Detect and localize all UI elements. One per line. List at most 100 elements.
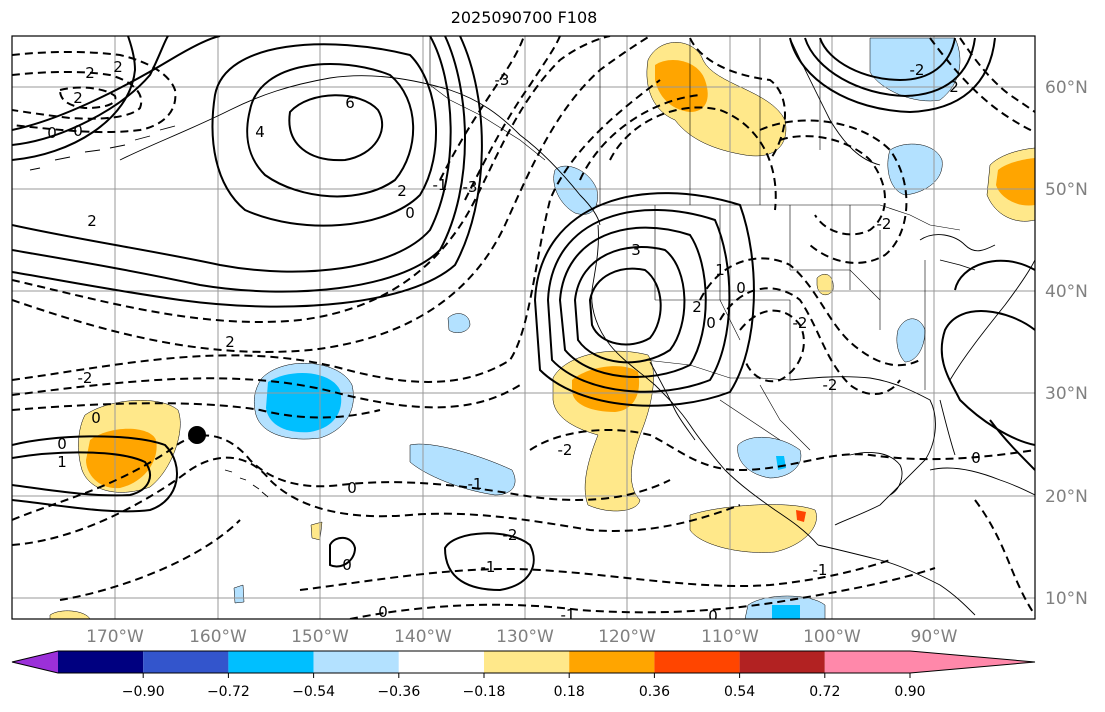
coastline-baja <box>649 361 696 441</box>
contour-solid <box>443 532 535 592</box>
anomaly-negative-fill <box>447 313 471 333</box>
colorbar-ticks <box>142 673 911 678</box>
anomaly-positive-fill <box>49 610 91 619</box>
lon-tick-label: 120°W <box>598 627 656 647</box>
contour-solid <box>211 43 437 227</box>
contour-label: 2 <box>949 78 959 96</box>
contour-label: -2 <box>78 369 93 387</box>
contour-dashed <box>12 36 611 323</box>
contour-label: 2 <box>73 89 83 107</box>
anomaly-positive-fill <box>796 510 806 522</box>
colorbar-outline <box>11 650 1036 674</box>
contour-solid <box>989 419 1035 471</box>
contour-dashed <box>779 135 886 236</box>
contour-label: 0 <box>971 449 981 467</box>
latitude-labels: 60°N 50°N 40°N 30°N 20°N 10°N <box>1045 78 1088 609</box>
lon-tick-label: 150°W <box>291 627 349 647</box>
colorbar-tick-label: 0.54 <box>724 684 755 700</box>
border-us-canada <box>596 204 961 231</box>
contour-solid <box>954 259 1035 291</box>
coastline-aleutians <box>29 125 176 171</box>
border-mexico-states <box>719 384 811 451</box>
lat-tick-label: 30°N <box>1045 384 1088 404</box>
coastline-florida <box>939 399 956 456</box>
contour-dashed <box>12 70 143 120</box>
lon-tick-label: 140°W <box>394 627 452 647</box>
anomaly-negative-fill <box>233 584 245 604</box>
contour-solid <box>558 226 707 378</box>
contour-label: -1 <box>813 561 828 579</box>
contour-label: 0 <box>347 479 357 497</box>
colorbar-extend-min <box>12 651 58 673</box>
contour-labels: 2 2 2 0 0 2 2 -2 -2 0 0 1 6 4 2 0 -1 -3 … <box>47 58 981 625</box>
contour-solid <box>12 36 483 308</box>
colorbar-tick-label: 0.18 <box>554 684 585 700</box>
contour-solid <box>12 451 151 497</box>
colorbar-segment <box>313 651 399 673</box>
border-canada-provinces <box>599 38 821 205</box>
contour-solid <box>246 63 415 198</box>
coastline-hawaii <box>224 469 269 498</box>
contour-dashed <box>59 519 891 601</box>
contour-label: 2 <box>85 64 95 82</box>
contour-label: 2 <box>113 58 123 76</box>
colorbar-tick-label: −0.72 <box>207 684 250 700</box>
lat-tick-label: 40°N <box>1045 282 1088 302</box>
contour-dashed <box>689 37 786 161</box>
lat-tick-label: 10°N <box>1045 589 1088 609</box>
lon-tick-label: 110°W <box>701 627 759 647</box>
contour-label: 0 <box>706 314 716 332</box>
contour-solid <box>12 36 466 293</box>
contour-dashed <box>12 377 521 409</box>
contour-label: 0 <box>91 409 101 427</box>
anomaly-positive-fill <box>816 274 834 296</box>
lon-tick-label: 100°W <box>803 627 861 647</box>
contour-dashed <box>12 79 661 383</box>
colorbar-segment <box>569 651 655 673</box>
contour-dashed <box>699 257 921 367</box>
colorbar-segment <box>58 651 144 673</box>
contour-solid <box>573 246 686 364</box>
contour-solid <box>533 192 755 407</box>
location-marker <box>188 426 206 444</box>
contour-label: -2 <box>793 314 808 332</box>
contour-solid <box>940 310 1035 446</box>
lon-tick-label: 160°W <box>189 627 247 647</box>
coastline-yucatan <box>849 452 903 496</box>
colorbar-labels: −0.90 −0.72 −0.54 −0.36 −0.18 0.18 0.36 … <box>122 684 926 700</box>
lat-tick-label: 60°N <box>1045 78 1088 98</box>
colorbar-segment <box>654 651 740 673</box>
political-borders <box>429 38 961 451</box>
contour-label: -2 <box>558 441 573 459</box>
contour-label: 0 <box>708 607 718 625</box>
contour-label: 0 <box>342 556 352 574</box>
coastline-central-america <box>817 544 976 616</box>
anomaly-positive-fill <box>655 60 708 112</box>
contour-label: -2 <box>910 61 925 79</box>
map-frame <box>11 35 1036 620</box>
contour-dashed <box>12 36 651 353</box>
contour-label: -2 <box>503 526 518 544</box>
contour-label: 0 <box>736 279 746 297</box>
border-alaska-canada <box>429 38 546 161</box>
contour-solid <box>804 37 976 98</box>
contour-label: 2 <box>87 212 97 230</box>
contour-label: 0 <box>47 124 57 142</box>
contour-solid <box>288 94 384 162</box>
contour-label: 4 <box>255 123 265 141</box>
contour-label: -1 <box>468 475 483 493</box>
lon-tick-label: 170°W <box>86 627 144 647</box>
contour-dashed <box>439 36 525 181</box>
contour-solid <box>329 536 357 568</box>
colorbar-tick-label: −0.90 <box>122 684 165 700</box>
contour-dashed <box>609 106 777 211</box>
height-anomaly-contours <box>12 36 1035 619</box>
contour-label: 0 <box>378 603 388 621</box>
colorbar-tick-label: −0.36 <box>377 684 420 700</box>
contour-dashed <box>929 37 1035 133</box>
contour-label: -3 <box>495 71 510 89</box>
contour-solid <box>546 209 731 393</box>
contour-label: 0 <box>73 122 83 140</box>
longitude-labels: 170°W 160°W 150°W 140°W 130°W 120°W 110°… <box>86 627 958 647</box>
